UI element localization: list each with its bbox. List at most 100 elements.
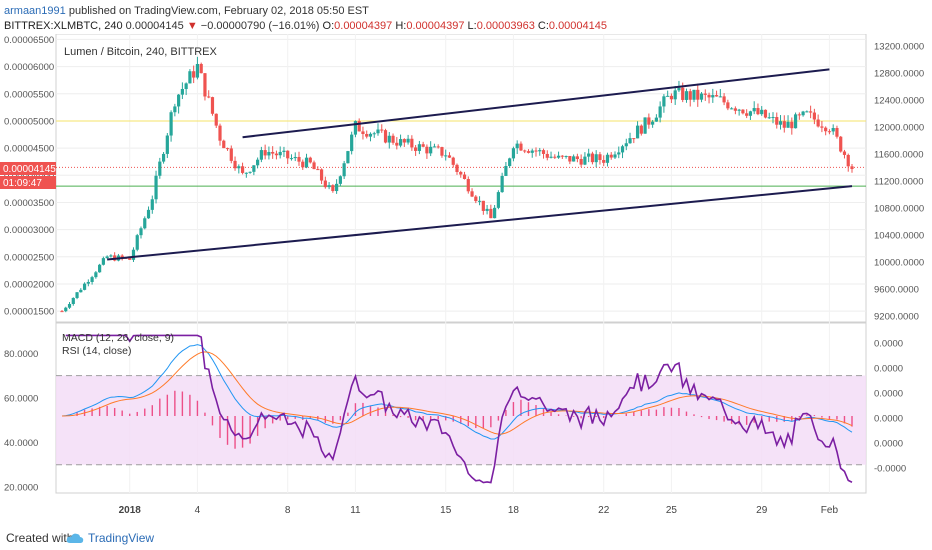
macd-hist-bar (557, 414, 560, 416)
candle-body (143, 218, 147, 229)
close-label: C: (537, 20, 549, 32)
macd-tick-label: 0.0000 (874, 339, 903, 350)
macd-hist-bar (505, 409, 507, 416)
price-chart[interactable]: Lumen / Bitcoin, 240, BITTREX MACD (12, … (0, 34, 932, 526)
rsi-line (65, 334, 853, 484)
candle-body (436, 146, 440, 148)
candle-body (778, 121, 783, 125)
rsi-axis[interactable]: 80.0000 60.0000 40.0000 20.0000 (4, 349, 38, 494)
right-tick-label: 11600.0000 (874, 150, 924, 161)
candle-body (666, 95, 670, 97)
macd-hist-bar (347, 412, 349, 416)
candle-body (368, 133, 373, 137)
candle-body (440, 147, 444, 156)
symbol-label: BITTREX:XLMBTC, 240 (4, 20, 123, 32)
candle-body (98, 264, 102, 273)
candle-body (489, 208, 493, 219)
candle-body (237, 166, 241, 169)
price-badge (0, 162, 56, 175)
candle-body (218, 125, 222, 141)
macd-hist-bar (542, 408, 545, 416)
candle-body (86, 281, 90, 284)
candle-body (602, 159, 606, 163)
candle-body (304, 157, 309, 168)
tradingview-brand-link[interactable]: TradingView (88, 531, 155, 545)
candle-body (477, 200, 482, 202)
created-with-text: Created with (6, 531, 74, 545)
macd-hist-bar (98, 406, 101, 416)
left-tick-label: 0.00005500 (4, 89, 54, 100)
candle-body (406, 138, 410, 143)
candle-body (165, 135, 169, 154)
candle-body (139, 228, 143, 236)
candle-body (564, 155, 568, 157)
candle-body (816, 119, 820, 127)
candle-body (587, 153, 591, 157)
grid-lines (56, 34, 866, 493)
rsi-label: RSI (14, close) (62, 345, 131, 357)
candle-body (376, 129, 380, 134)
candle-body (530, 150, 534, 153)
macd-hist-bar (377, 407, 379, 416)
candle-body (748, 111, 753, 116)
candle-body (493, 207, 497, 219)
time-tick-label: 18 (508, 505, 520, 516)
price-pane[interactable] (55, 34, 867, 323)
candle-body (444, 155, 448, 157)
candle-body (575, 156, 579, 160)
macd-hist-bar (678, 408, 680, 416)
candle-body (357, 121, 361, 132)
candle-body (534, 150, 538, 152)
candle-body (455, 164, 459, 172)
candle-body (421, 144, 425, 147)
candle-body (681, 87, 685, 100)
macd-hist-bar (813, 415, 816, 416)
right-tick-label: 12000.0000 (874, 123, 924, 134)
candle-body (707, 94, 711, 98)
candle-body (692, 89, 696, 100)
candle-body (760, 109, 764, 115)
candle-body (797, 114, 801, 116)
macd-hist-bar (851, 416, 853, 427)
candle-body (635, 125, 640, 139)
macd-hist-bar (279, 416, 281, 421)
time-axis[interactable]: 2018 4 8 11 15 18 22 25 29 Feb (119, 505, 839, 516)
high-value: 0.00004397 (406, 20, 465, 32)
price-badge-text: 0.00004145 (3, 164, 56, 175)
candle-body (485, 208, 489, 211)
macd-hist-bar (640, 410, 643, 416)
macd-hist-bar (452, 416, 454, 422)
candle-body (94, 272, 98, 278)
right-price-axis[interactable]: 13200.0000 12800.0000 12400.0000 12000.0000… (874, 42, 924, 323)
candle-body (598, 154, 602, 160)
candle-body (620, 146, 625, 153)
candle-body (793, 114, 798, 129)
macd-axis[interactable]: 0.0000 0.0000 0.0000 0.0000 0.0000 -0.0000 (874, 339, 906, 475)
candle-body (696, 89, 700, 100)
candle-body (67, 303, 72, 308)
candle-body (229, 148, 233, 161)
candle-body (120, 255, 124, 258)
candle-body (842, 151, 847, 155)
time-tick-label: 22 (598, 505, 610, 516)
candle-body (624, 143, 628, 147)
macd-hist-bar (806, 414, 808, 416)
candle-body (541, 150, 546, 154)
author-link[interactable]: armaan1991 (4, 5, 66, 17)
candle-body (617, 152, 621, 155)
channel-upper-trendline[interactable] (242, 68, 830, 139)
channel-lower-trendline[interactable] (107, 185, 853, 261)
left-price-axis[interactable]: 0.00006500 0.00006000 0.00005500 0.00005000… (4, 35, 54, 318)
candle-body (282, 150, 286, 152)
candle-body (523, 150, 527, 152)
macd-hist-bar (271, 416, 274, 424)
footer: Created with TradingView (0, 526, 932, 550)
macd-tick-label: 0.0000 (874, 389, 903, 400)
candle-body (466, 179, 470, 192)
candle-body (722, 96, 726, 103)
macd-hist-bar (843, 416, 846, 424)
candle-body (64, 307, 68, 312)
macd-hist-bar (249, 416, 251, 444)
candle-body (639, 125, 643, 134)
macd-hist-bar (482, 416, 485, 429)
